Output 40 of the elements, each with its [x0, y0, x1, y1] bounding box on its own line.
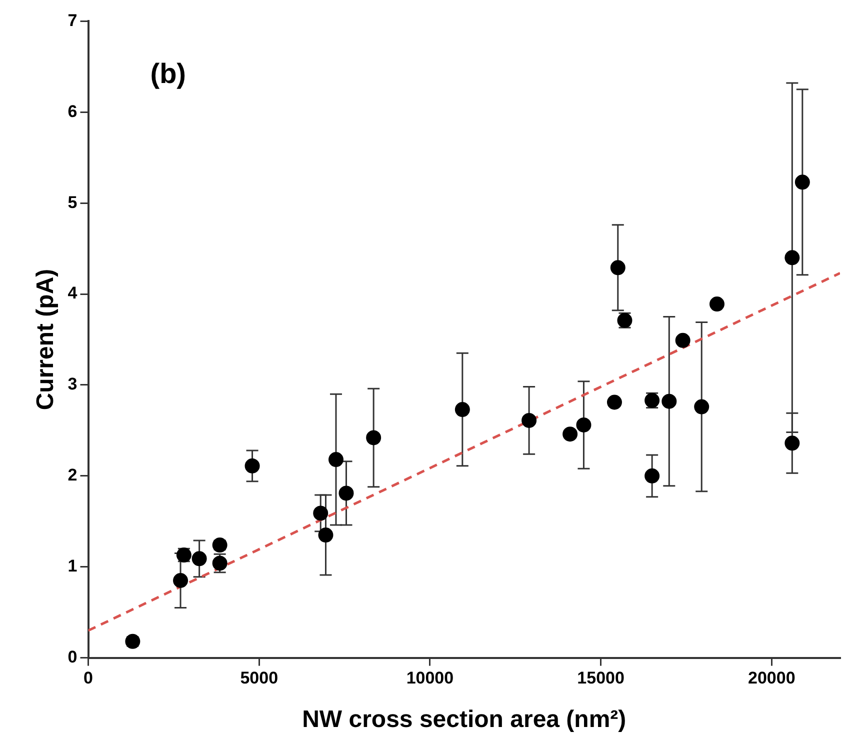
point — [709, 296, 724, 312]
point — [244, 458, 260, 474]
point — [212, 538, 228, 553]
y-tick-label: 0 — [68, 647, 78, 666]
point — [610, 260, 626, 276]
point — [454, 402, 470, 418]
point — [313, 506, 328, 521]
point — [366, 430, 382, 446]
point — [784, 250, 800, 266]
y-tick-label: 6 — [68, 102, 78, 121]
point — [694, 399, 710, 414]
x-axis-title: NW cross section area (nm²) — [302, 706, 626, 734]
point — [328, 452, 344, 468]
point — [192, 551, 207, 566]
y-axis-title: Current (pA) — [32, 268, 60, 410]
y-tick-label: 1 — [68, 556, 78, 576]
point — [675, 332, 690, 348]
point — [562, 426, 578, 442]
y-tick-label: 5 — [68, 192, 78, 212]
x-tick-label: 0 — [84, 668, 93, 688]
y-tick-label: 2 — [68, 466, 78, 485]
point — [606, 394, 622, 410]
x-tick-label: 5000 — [240, 668, 278, 688]
annotation: (b) — [150, 58, 186, 89]
x-tick-label: 20000 — [748, 668, 796, 688]
point — [662, 394, 677, 409]
point — [318, 528, 334, 543]
y-tick-label: 3 — [68, 374, 78, 394]
point — [794, 174, 810, 190]
point — [173, 573, 188, 588]
point — [125, 634, 140, 649]
y-tick-label: 4 — [68, 284, 78, 303]
point — [338, 486, 354, 501]
x-tick-label: 10000 — [406, 668, 454, 688]
point — [522, 412, 537, 428]
x-tick-label: 15000 — [577, 668, 624, 688]
point — [576, 417, 592, 432]
point — [644, 468, 660, 484]
point — [784, 436, 800, 451]
y-tick-label: 7 — [68, 10, 78, 30]
